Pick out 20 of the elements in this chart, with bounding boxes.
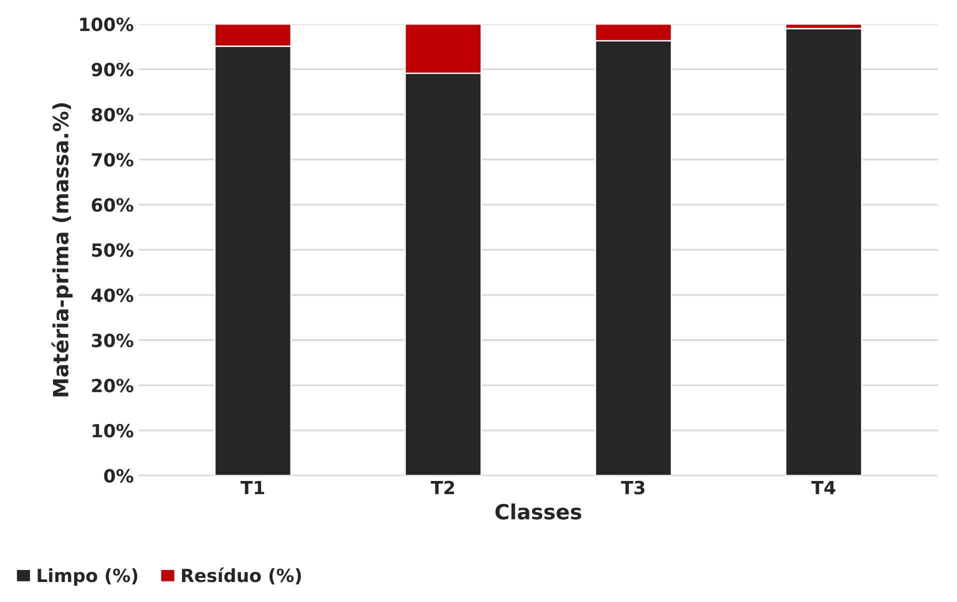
y-tick-label: 100% xyxy=(80,18,134,32)
y-tick-label: 10% xyxy=(92,424,134,438)
y-tick-label: 30% xyxy=(92,334,134,348)
legend-label: Resíduo (%) xyxy=(182,568,301,584)
y-tick-label: 60% xyxy=(92,198,134,212)
y-tick-label: 70% xyxy=(92,152,134,167)
y-tick-label: 20% xyxy=(92,378,134,392)
x-tick-label: T1 xyxy=(240,480,264,494)
legend-label: Limpo (%) xyxy=(38,568,138,586)
x-tick-label: T4 xyxy=(811,480,836,494)
y-tick-label: 90% xyxy=(92,62,134,76)
y-tick-label: 40% xyxy=(92,288,134,302)
x-tick-label: T2 xyxy=(430,480,454,494)
y-tick-label: 50% xyxy=(92,243,134,257)
y-tick-label: 0% xyxy=(104,469,134,483)
bar xyxy=(784,28,862,476)
x-tick-label: T3 xyxy=(621,480,644,494)
x-axis-title: Classes xyxy=(495,503,582,520)
y-tick-label: 80% xyxy=(92,108,134,122)
y-axis-title: Matéria-prima (massa.%) xyxy=(52,103,73,396)
